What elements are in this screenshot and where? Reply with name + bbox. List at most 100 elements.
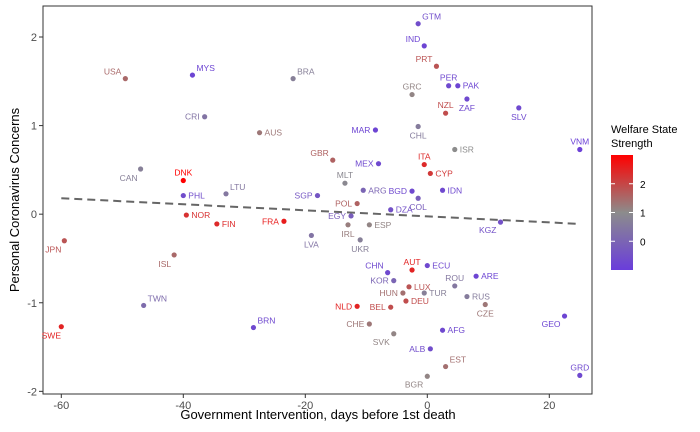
point-deu	[403, 298, 409, 304]
point-label-mar: MAR	[352, 125, 371, 135]
point-label-isr: ISR	[460, 145, 474, 155]
point-label-bgd: BGD	[389, 186, 407, 196]
point-label-nzl: NZL	[438, 100, 454, 110]
point-label-nld: NLD	[335, 301, 352, 311]
point-lux	[406, 284, 412, 290]
point-dza	[388, 207, 394, 213]
point-ecu	[424, 262, 430, 269]
point-che	[366, 321, 372, 327]
point-vnm	[577, 146, 583, 153]
point-egy	[348, 213, 354, 219]
point-label-can: CAN	[120, 173, 138, 183]
legend-color-bar	[611, 155, 633, 270]
point-col	[415, 195, 421, 201]
point-mys	[189, 72, 196, 78]
point-label-ind: IND	[406, 34, 421, 44]
point-label-brn: BRN	[257, 316, 275, 326]
point-label-vnm: VNM	[570, 137, 589, 147]
point-label-mlt: MLT	[337, 170, 353, 180]
point-ind	[421, 43, 427, 49]
x-tick-label: 0	[424, 400, 430, 412]
labels-group: GTM IND PRT USA MYS BRA PER GRC PAK ZAF SLV NZL CRI A…	[42, 12, 590, 390]
point-kor	[391, 278, 397, 284]
point-label-egy: EGY	[328, 211, 346, 221]
point-cze	[482, 301, 488, 308]
point-label-are: ARE	[481, 271, 499, 281]
point-label-arg: ARG	[368, 185, 386, 195]
point-lva	[308, 232, 314, 239]
point-cyp	[427, 170, 433, 177]
point-label-dza: DZA	[396, 205, 413, 215]
point-chl	[415, 123, 421, 130]
point-label-ltu: LTU	[230, 182, 245, 192]
point-tur	[421, 290, 427, 296]
y-tick-label: 0	[31, 209, 37, 221]
point-label-cze: CZE	[477, 309, 494, 319]
point-rus	[464, 293, 470, 300]
point-label-cyp: CYP	[435, 168, 453, 178]
point-geo	[561, 313, 568, 319]
point-label-che: CHE	[346, 319, 364, 329]
point-label-twn: TWN	[148, 293, 167, 303]
point-svk	[391, 331, 397, 337]
point-bgr	[424, 373, 430, 379]
y-tick-label: -2	[27, 386, 37, 398]
point-per	[446, 83, 452, 89]
legend: Welfare State Strength 2 1 0	[611, 124, 677, 270]
point-label-lva: LVA	[304, 239, 319, 249]
point-label-ecu: ECU	[432, 261, 450, 271]
legend-title-line2: Strength	[611, 138, 653, 150]
point-label-gbr: GBR	[310, 148, 328, 158]
point-bgd	[409, 188, 415, 194]
point-brn	[250, 324, 257, 331]
point-label-cri: CRI	[185, 112, 200, 122]
point-label-aut: AUT	[404, 257, 421, 267]
point-mar	[372, 127, 379, 133]
trend-line	[61, 197, 580, 225]
point-label-alb: ALB	[409, 344, 425, 354]
point-label-esp: ESP	[374, 220, 391, 230]
point-label-grd: GRD	[570, 362, 589, 372]
point-sgp	[314, 192, 321, 199]
point-kgz	[497, 219, 504, 225]
point-label-rus: RUS	[472, 292, 490, 302]
y-tick-label: -1	[27, 298, 37, 310]
legend-tick-label: 2	[640, 180, 646, 191]
point-label-bra: BRA	[297, 67, 315, 77]
point-mlt	[342, 180, 348, 186]
point-usa	[122, 76, 128, 82]
point-label-ukr: UKR	[351, 244, 369, 254]
point-label-mys: MYS	[196, 63, 215, 73]
y-tick-label: 2	[31, 32, 37, 44]
point-dnk	[180, 177, 186, 184]
y-axis-title: Personal Coronavirus Concerns	[7, 107, 22, 292]
point-label-jpn: JPN	[45, 245, 61, 255]
point-bel	[388, 304, 394, 310]
point-label-prt: PRT	[416, 54, 433, 64]
point-label-idn: IDN	[448, 185, 463, 195]
point-label-ita: ITA	[418, 152, 431, 162]
point-twn	[141, 302, 147, 309]
point-label-zaf: ZAF	[459, 103, 475, 113]
x-tick-label: -60	[53, 400, 69, 412]
point-mex	[375, 161, 382, 167]
point-isl	[171, 252, 177, 258]
point-label-fin: FIN	[222, 219, 236, 229]
point-fra	[281, 218, 287, 224]
point-label-sgp: SGP	[295, 191, 313, 201]
x-axis-title: Government Intervention, days before 1st…	[180, 407, 455, 422]
point-label-phl: PHL	[188, 191, 205, 201]
point-est	[443, 363, 449, 370]
point-bra	[290, 76, 296, 82]
point-nld	[354, 303, 360, 309]
point-label-geo: GEO	[542, 319, 561, 329]
legend-tick-label: 1	[640, 209, 646, 220]
point-label-svk: SVK	[373, 337, 390, 347]
point-label-chn: CHN	[365, 261, 383, 271]
point-prt	[433, 63, 440, 69]
point-label-swe: SWE	[42, 331, 62, 341]
legend-tick-label: 0	[640, 237, 646, 248]
point-label-bel: BEL	[370, 302, 386, 312]
